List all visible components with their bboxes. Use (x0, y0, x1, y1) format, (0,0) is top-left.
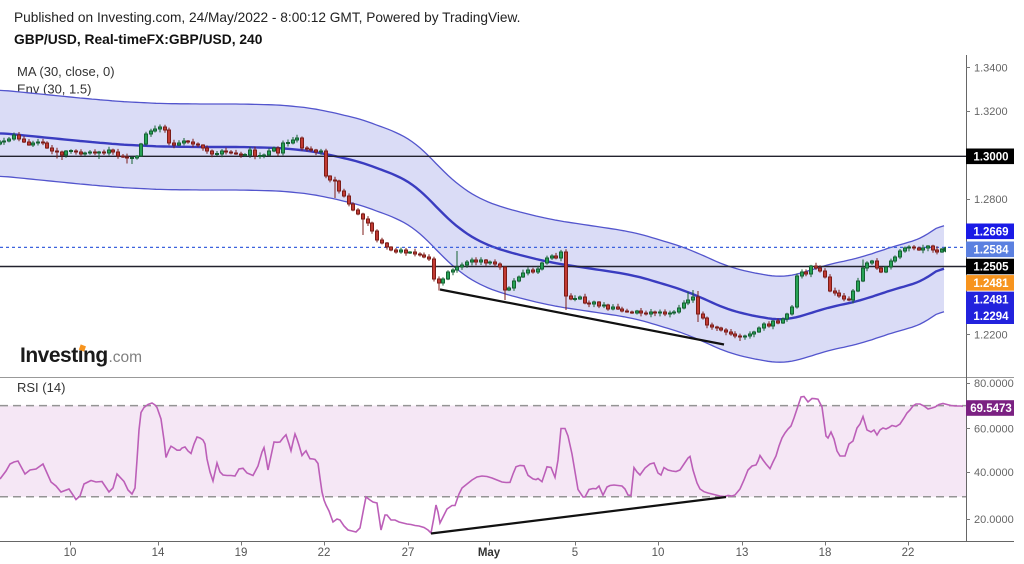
svg-text:.com: .com (109, 349, 143, 366)
svg-text:Investıng: Investıng (20, 344, 108, 367)
svg-text:Published on Investing.com, 24: Published on Investing.com, 24/May/2022 … (14, 10, 520, 25)
svg-text:27: 27 (402, 547, 415, 559)
svg-text:MA (30, close, 0): MA (30, close, 0) (17, 64, 115, 79)
svg-text:Env (30, 1.5): Env (30, 1.5) (17, 82, 91, 97)
svg-text:14: 14 (152, 547, 165, 559)
svg-text:18: 18 (819, 547, 832, 559)
svg-text:5: 5 (572, 547, 578, 559)
svg-text:13: 13 (736, 547, 749, 559)
svg-text:40.0000: 40.0000 (974, 467, 1014, 479)
svg-text:1.3400: 1.3400 (974, 62, 1008, 74)
svg-text:80.0000: 80.0000 (974, 378, 1014, 390)
svg-text:1.2481: 1.2481 (973, 278, 1009, 290)
svg-text:19: 19 (235, 547, 248, 559)
svg-text:10: 10 (652, 547, 665, 559)
svg-text:1.2200: 1.2200 (974, 329, 1008, 341)
svg-text:1.2505: 1.2505 (973, 262, 1009, 274)
svg-text:GBP/USD, Real-timeFX:GBP/USD,: GBP/USD, Real-timeFX:GBP/USD, 240 (14, 32, 263, 47)
svg-text:69.5473: 69.5473 (970, 403, 1012, 415)
svg-text:22: 22 (902, 547, 915, 559)
svg-text:1.2800: 1.2800 (974, 194, 1008, 206)
svg-text:1.3200: 1.3200 (974, 106, 1008, 118)
svg-text:May: May (478, 547, 501, 559)
svg-text:60.0000: 60.0000 (974, 423, 1014, 435)
svg-text:RSI (14): RSI (14) (17, 380, 65, 395)
svg-text:1.2669: 1.2669 (973, 226, 1008, 238)
svg-text:1.2481: 1.2481 (973, 295, 1009, 307)
svg-text:1.2294: 1.2294 (973, 311, 1009, 323)
svg-text:1.2584: 1.2584 (973, 244, 1009, 256)
svg-text:22: 22 (318, 547, 331, 559)
svg-text:1.3000: 1.3000 (973, 151, 1008, 163)
svg-text:10: 10 (64, 547, 77, 559)
svg-text:20.0000: 20.0000 (974, 514, 1014, 526)
